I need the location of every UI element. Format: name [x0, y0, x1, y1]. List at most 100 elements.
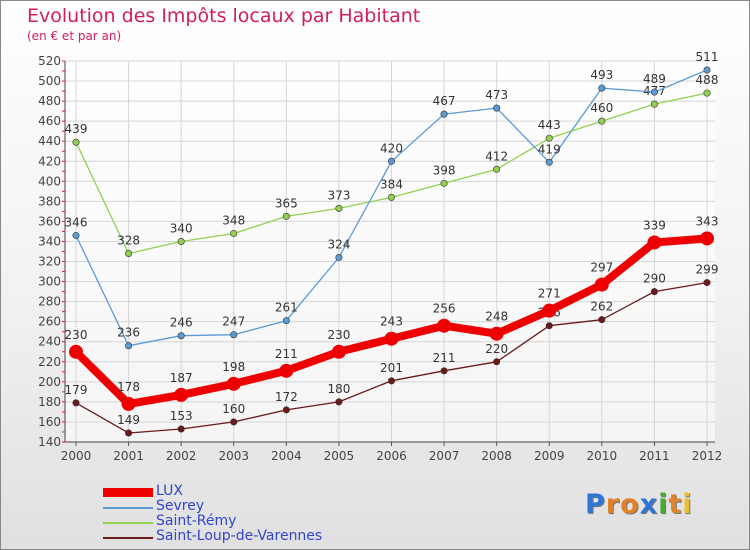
data-point-saint-loup: [72, 399, 80, 407]
data-label: 172: [275, 390, 298, 404]
data-point-lux: [69, 344, 83, 359]
data-point-saint-loup: [387, 377, 395, 385]
data-point-sevrey: [387, 157, 395, 165]
y-tick-label: 460: [38, 114, 61, 128]
data-label: 384: [380, 177, 403, 191]
legend-item-saint-remy: Saint-Rémy: [103, 513, 363, 530]
data-label: 178: [117, 380, 140, 394]
data-point-sevrey: [125, 342, 133, 350]
y-tick-label: 380: [38, 194, 61, 208]
data-label: 297: [590, 261, 613, 275]
y-tick-label: 400: [38, 174, 61, 188]
data-point-saint-remy: [335, 204, 343, 212]
data-label: 346: [65, 215, 88, 229]
data-point-sevrey: [703, 66, 711, 74]
data-label: 324: [327, 238, 350, 252]
y-tick-label: 440: [38, 134, 61, 148]
data-point-saint-remy: [440, 179, 448, 187]
data-point-saint-loup: [703, 279, 711, 287]
data-label: 246: [170, 316, 193, 330]
data-point-saint-loup: [493, 358, 501, 366]
y-tick-label: 500: [38, 74, 61, 88]
data-label: 201: [380, 361, 403, 375]
data-label: 420: [380, 141, 403, 155]
x-tick-label: 2007: [429, 449, 460, 463]
x-tick-label: 2008: [481, 449, 512, 463]
x-tick-label: 2005: [324, 449, 355, 463]
data-label: 243: [380, 315, 403, 329]
data-point-saint-remy: [650, 100, 658, 108]
data-label: 339: [643, 218, 666, 232]
data-label: 179: [65, 383, 88, 397]
data-point-saint-loup: [230, 418, 238, 426]
data-point-saint-loup: [545, 322, 553, 330]
data-label: 511: [696, 50, 719, 64]
data-point-saint-remy: [125, 250, 133, 258]
data-label: 419: [538, 142, 561, 156]
data-point-sevrey: [177, 332, 185, 340]
data-point-saint-loup: [335, 398, 343, 406]
legend-label: Saint-Rémy: [156, 513, 237, 529]
data-label: 398: [433, 163, 456, 177]
data-label: 236: [117, 326, 140, 340]
chart-title: Evolution des Impôts locaux par Habitant: [27, 5, 421, 27]
y-tick-label: 320: [38, 255, 61, 269]
chart-subtitle: (en € et par an): [27, 29, 122, 43]
data-label: 256: [433, 302, 456, 316]
plot-area: [65, 61, 715, 442]
legend-label: Saint-Loup-de-Varennes: [156, 528, 323, 544]
data-label: 180: [327, 382, 350, 396]
data-label: 262: [590, 300, 613, 314]
x-tick-label: 2010: [587, 449, 618, 463]
data-point-lux: [437, 318, 452, 333]
x-tick-label: 2009: [534, 449, 565, 463]
data-label: 230: [65, 328, 88, 342]
data-point-sevrey: [598, 84, 606, 92]
data-point-saint-loup: [125, 429, 133, 437]
data-label: 373: [327, 188, 350, 202]
legend-swatch-saint-remy: [103, 522, 153, 524]
y-tick-label: 220: [38, 355, 61, 369]
y-tick-label: 280: [38, 295, 61, 309]
legend: LUX Sevrey Saint-Rémy Saint-Loup-de-Vare…: [103, 483, 363, 545]
y-tick-label: 240: [38, 335, 61, 349]
data-label: 261: [275, 301, 298, 315]
x-tick-label: 2002: [166, 449, 197, 463]
y-tick-label: 360: [38, 214, 61, 228]
y-tick-label: 260: [38, 315, 61, 329]
y-tick-label: 300: [38, 275, 61, 289]
data-point-sevrey: [650, 88, 658, 96]
data-label: 439: [65, 122, 88, 136]
data-point-saint-loup: [282, 406, 290, 414]
data-label: 187: [170, 371, 193, 385]
legend-label: Sevrey: [156, 498, 205, 514]
data-label: 489: [643, 72, 666, 86]
data-point-saint-loup: [650, 288, 658, 296]
data-label: 365: [275, 196, 298, 210]
data-label: 160: [222, 402, 245, 416]
data-point-sevrey: [230, 331, 238, 339]
data-label: 348: [222, 213, 245, 227]
y-tick-label: 340: [38, 234, 61, 248]
data-point-lux: [594, 277, 609, 292]
data-label: 460: [590, 101, 613, 115]
data-label: 343: [696, 214, 719, 228]
data-label: 299: [696, 263, 719, 277]
data-label: 153: [170, 409, 193, 423]
legend-item-sevrey: Sevrey: [103, 498, 363, 515]
x-tick-label: 2001: [113, 449, 144, 463]
data-point-sevrey: [72, 231, 80, 239]
data-label: 328: [117, 234, 140, 248]
data-point-saint-remy: [493, 165, 501, 173]
y-tick-label: 420: [38, 154, 61, 168]
data-point-saint-remy: [545, 134, 553, 142]
data-point-lux: [121, 396, 136, 411]
data-point-saint-remy: [72, 138, 80, 146]
proxiti-logo: Proxiti: [585, 489, 693, 520]
data-point-lux: [226, 376, 241, 391]
legend-item-lux: LUX: [103, 483, 363, 500]
data-point-sevrey: [545, 158, 553, 166]
data-label: 149: [117, 413, 140, 427]
y-tick-label: 160: [38, 415, 61, 429]
